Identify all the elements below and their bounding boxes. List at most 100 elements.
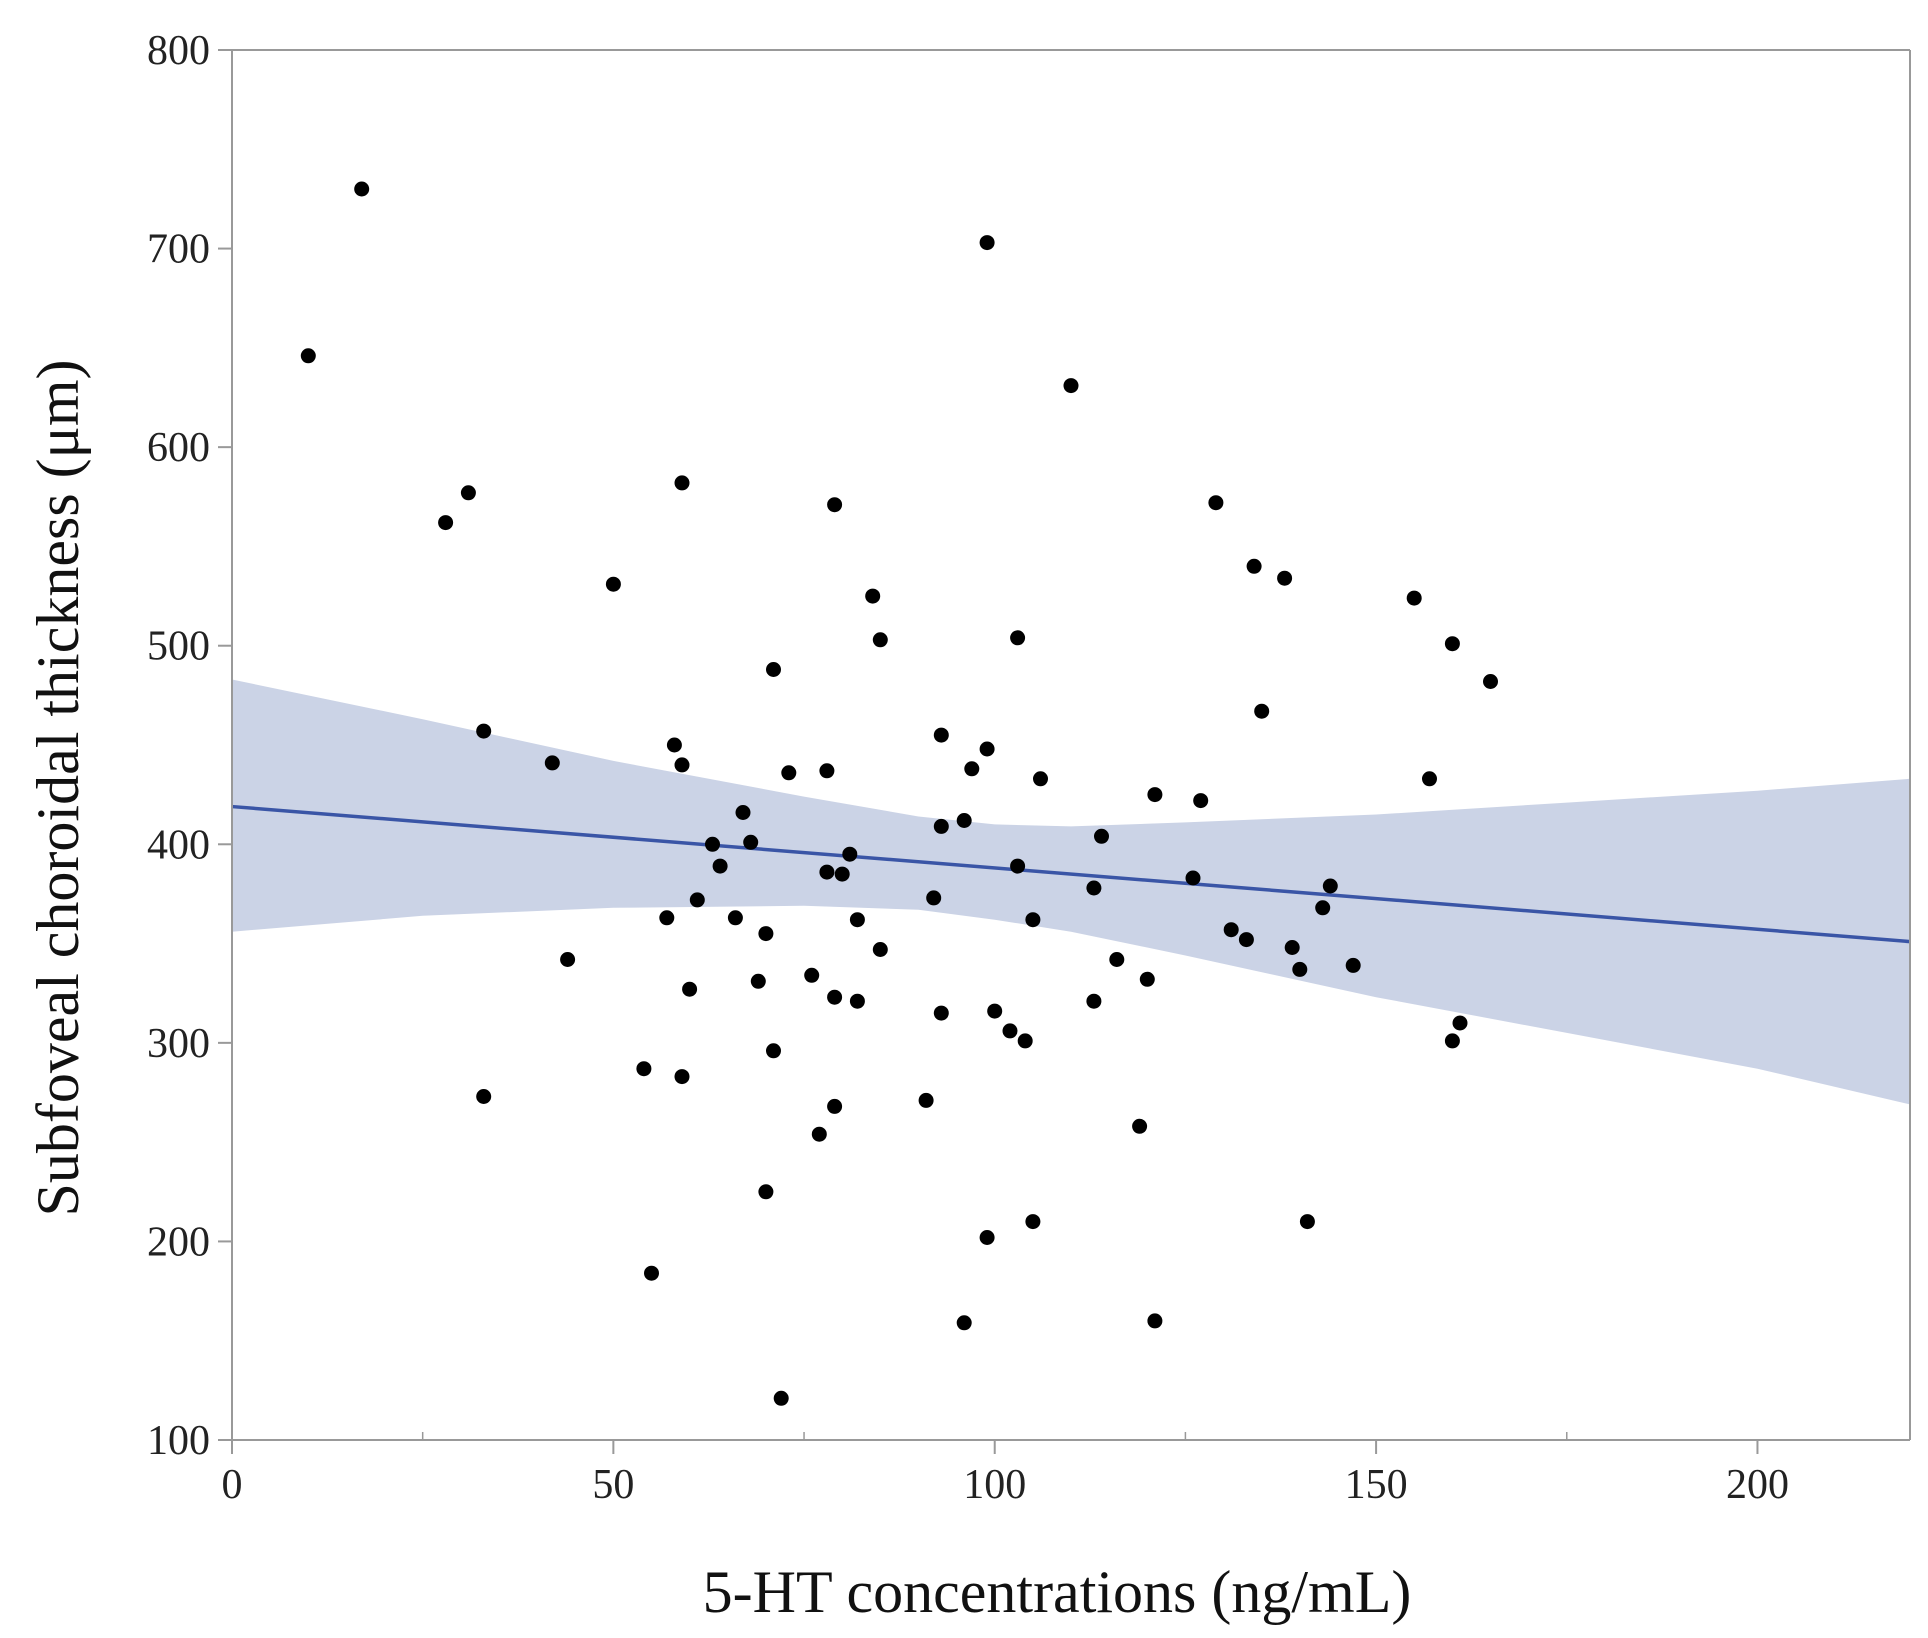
data-point [674,475,690,491]
data-point [1147,1313,1163,1329]
data-point [827,497,843,513]
data-point [781,765,797,781]
data-point [476,723,492,739]
data-point [644,1265,659,1281]
data-point [979,741,995,757]
data-point [1322,878,1338,894]
data-point [773,1390,789,1406]
y-tick-label: 600 [147,425,210,471]
data-point [605,576,621,592]
data-point [438,515,454,531]
data-point [766,1043,781,1059]
data-point [987,1003,1003,1019]
regression-line [231,804,1911,944]
confidence-band [232,679,1910,1105]
data-point [1238,932,1254,948]
data-point [1017,1033,1033,1049]
data-point [300,348,316,364]
axes: 100 200 300 400 500 600 700 800 0 50 100 150 200 [147,28,1911,1508]
data-point [1208,495,1224,511]
data-point [1086,993,1102,1009]
data-point [1246,558,1262,574]
data-point [865,588,881,604]
data-point [956,1315,972,1331]
y-tick-label: 700 [147,227,210,273]
data-point [1139,971,1155,987]
data-point [712,858,728,874]
data-point [766,662,781,677]
data-point [804,967,820,983]
x-tick-label: 50 [592,1462,634,1508]
data-point [735,805,751,820]
data-point [750,973,766,989]
data-point [926,890,942,906]
data-point [1223,922,1239,938]
data-point [1277,570,1293,586]
data-point [819,864,835,880]
data-point [1422,771,1437,787]
data-point [872,632,888,648]
data-point [758,1184,774,1200]
data-point [979,235,995,251]
data-point [1299,1214,1315,1230]
y-tick-label: 100 [147,1418,210,1464]
x-tick-label: 150 [1345,1462,1408,1508]
data-point [659,910,675,926]
data-point [1033,771,1048,787]
x-tick-label: 200 [1726,1462,1789,1508]
data-point [1452,1015,1468,1031]
y-tick-label: 500 [147,624,210,670]
data-point [1002,1023,1018,1039]
data-point [1086,880,1102,896]
data-point [1254,703,1270,719]
data-point [743,834,759,850]
data-points [300,181,1498,1406]
data-point [811,1126,827,1142]
data-point [933,727,949,743]
data-point [819,763,835,779]
data-point [1063,378,1079,394]
x-tick-label: 100 [963,1462,1026,1508]
data-point [1345,957,1361,973]
data-point [849,993,865,1009]
data-point [1284,940,1300,955]
data-point [476,1089,492,1104]
data-point [460,485,476,501]
fit-line-layer [231,804,1911,944]
data-point [1010,858,1026,874]
data-point [956,813,972,828]
data-point [834,866,850,882]
data-point [636,1061,652,1077]
data-point [918,1092,934,1108]
data-point [1292,961,1308,977]
data-point [872,942,888,957]
data-point [933,1005,949,1021]
data-point [666,737,682,753]
data-point [682,981,698,997]
data-point [1010,630,1026,646]
data-point [1094,828,1109,844]
data-point [1483,674,1498,689]
data-point [1193,793,1209,809]
data-point [1132,1118,1148,1134]
data-point [979,1230,995,1245]
data-point [827,1098,843,1114]
confidence-band-layer [232,679,1910,1105]
data-point [842,846,858,862]
data-point [1315,900,1331,916]
data-point [1109,952,1125,967]
data-point [354,181,370,197]
data-point [705,836,720,852]
data-point [727,910,743,926]
data-point [674,757,690,773]
x-tick-label: 0 [222,1462,243,1508]
data-point [560,952,576,967]
data-point [933,818,949,834]
x-axis-title: 5-HT concentrations (ng/mL) [703,1559,1412,1625]
data-point [544,755,560,771]
data-point [827,989,843,1005]
y-tick-label: 300 [147,1021,210,1067]
data-point [1025,912,1041,928]
data-point [674,1069,690,1085]
